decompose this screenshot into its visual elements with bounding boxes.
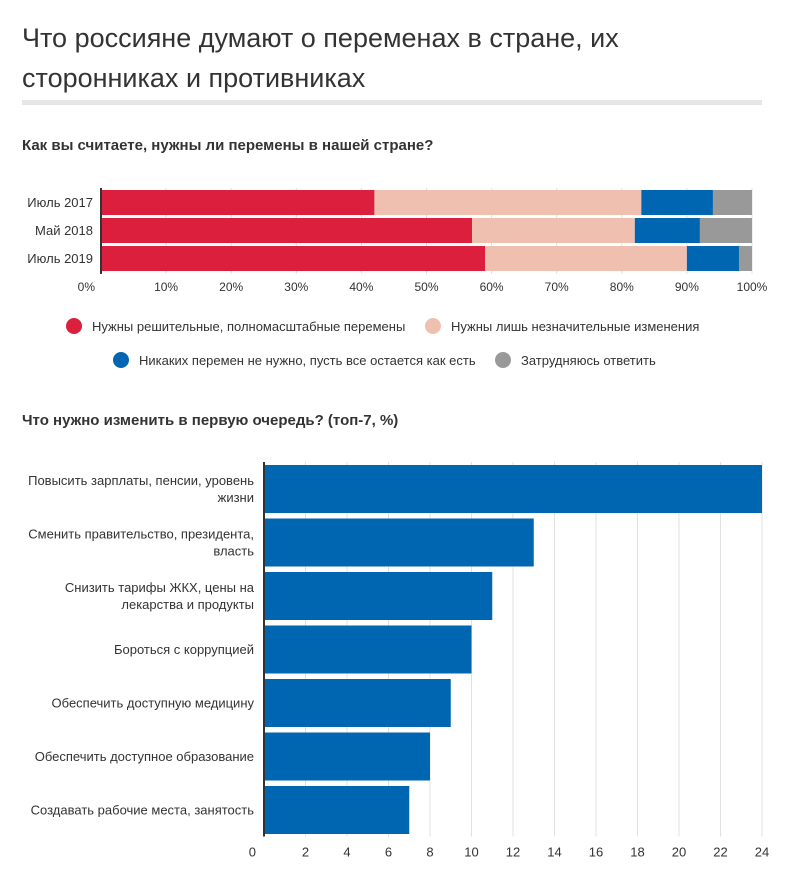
chart2-bar [264, 465, 762, 513]
chart1-bar-decisive [101, 218, 473, 243]
chart2-x-tick-label: 16 [589, 845, 603, 860]
chart2-x-tick-label: 12 [506, 845, 520, 860]
legend-swatch-none [113, 352, 129, 368]
chart2-category-label: Бороться с коррупцией [114, 642, 254, 657]
chart1-x-tick-label: 20% [219, 280, 243, 294]
chart1-x-tick-label: 10% [154, 280, 178, 294]
chart2-x-tick-label: 4 [343, 845, 350, 860]
chart1-bar-unsure [712, 190, 752, 215]
chart2-x-tick-label: 22 [713, 845, 727, 860]
chart2-bar [264, 572, 493, 620]
chart2-bar [264, 625, 472, 674]
legend-label-decisive: Нужны решительные, полномасштабные перем… [92, 318, 406, 334]
chart1-x-tick-label: 0% [78, 280, 96, 294]
chart1-x-tick-label: 60% [480, 280, 504, 294]
chart1-bar-none [641, 190, 713, 215]
chart1-bar-decisive [101, 190, 375, 215]
chart2-category-label: Повысить зарплаты, пенсии, уровень жизни [28, 473, 254, 505]
chart2-x-tick-label: 2 [302, 845, 309, 860]
chart1-x-tick-label: 70% [545, 280, 569, 294]
legend-item-decisive: Нужны решительные, полномасштабные перем… [66, 318, 405, 334]
chart2-x-tick-label: 20 [672, 845, 686, 860]
legend-label-minor: Нужны лишь незначительные изменения [451, 318, 700, 334]
chart2-x-tick-label: 8 [426, 845, 433, 860]
chart1-bar-minor [485, 246, 687, 271]
chart1-x-tick-label: 50% [414, 280, 438, 294]
chart1-x-tick-label: 100% [737, 280, 768, 294]
page-title: Что россияне думают о переменах в стране… [22, 23, 619, 93]
chart1-x-tick-label: 80% [610, 280, 634, 294]
chart1-bar-unsure [699, 218, 752, 243]
chart2-x-tick-label: 24 [755, 845, 769, 860]
chart1-category-label: Май 2018 [35, 223, 93, 238]
legend-swatch-decisive [66, 318, 82, 334]
chart1-x-tick-label: 30% [284, 280, 308, 294]
chart1-bar-none [634, 218, 700, 243]
chart1-category-label: Июль 2017 [27, 195, 93, 210]
chart2-x-tick-label: 18 [630, 845, 644, 860]
chart2-x-tick-label: 10 [464, 845, 478, 860]
chart1-bar-minor [374, 190, 642, 215]
legend-swatch-minor [425, 318, 441, 334]
chart2-bar [264, 518, 534, 567]
legend-label-none: Никаких перемен не нужно, пусть все оста… [139, 352, 476, 368]
chart1-bar-unsure [738, 246, 752, 271]
legend-item-minor: Нужны лишь незначительные изменения [425, 318, 699, 334]
chart2-bar [264, 732, 430, 781]
chart1-category-label: Июль 2019 [27, 251, 93, 266]
chart2-x-tick-label: 6 [385, 845, 392, 860]
chart2-category-label: Создавать рабочие места, занятость [31, 803, 255, 818]
chart2-category-label: Обеспечить доступную медицину [52, 696, 255, 711]
title-divider [22, 100, 762, 105]
chart1-bar-decisive [101, 246, 486, 271]
chart1-bar-minor [472, 218, 635, 243]
chart2-bar [264, 786, 410, 834]
legend-item-none: Никаких перемен не нужно, пусть все оста… [113, 352, 476, 368]
chart2-category-label: Обеспечить доступное образование [35, 749, 254, 764]
chart1-bar-none [686, 246, 739, 271]
legend-swatch-unsure [495, 352, 511, 368]
chart2-category-label: Сменить правительство, президента, власть [28, 527, 254, 559]
stacked-bar-chart: 0% 10% 20% 30% 40% 50% 60% 70% 80% 90% 100% Июль 20… [27, 188, 768, 294]
legend-item-unsure: Затрудняюсь ответить [495, 352, 656, 368]
chart1-title: Как вы считаете, нужны ли перемены в наш… [22, 137, 434, 154]
chart1-x-tick-label: 40% [349, 280, 373, 294]
legend-label-unsure: Затрудняюсь ответить [521, 352, 656, 368]
chart2-title: Что нужно изменить в первую очередь? (то… [22, 412, 399, 429]
chart2-bar [264, 679, 451, 727]
chart2-x-tick-label: 14 [547, 845, 561, 860]
chart2-category-label: Снизить тарифы ЖКХ, цены на лекарства и п… [65, 580, 255, 612]
chart1-x-tick-label: 90% [675, 280, 699, 294]
chart2-x-tick-label: 0 [249, 845, 256, 860]
